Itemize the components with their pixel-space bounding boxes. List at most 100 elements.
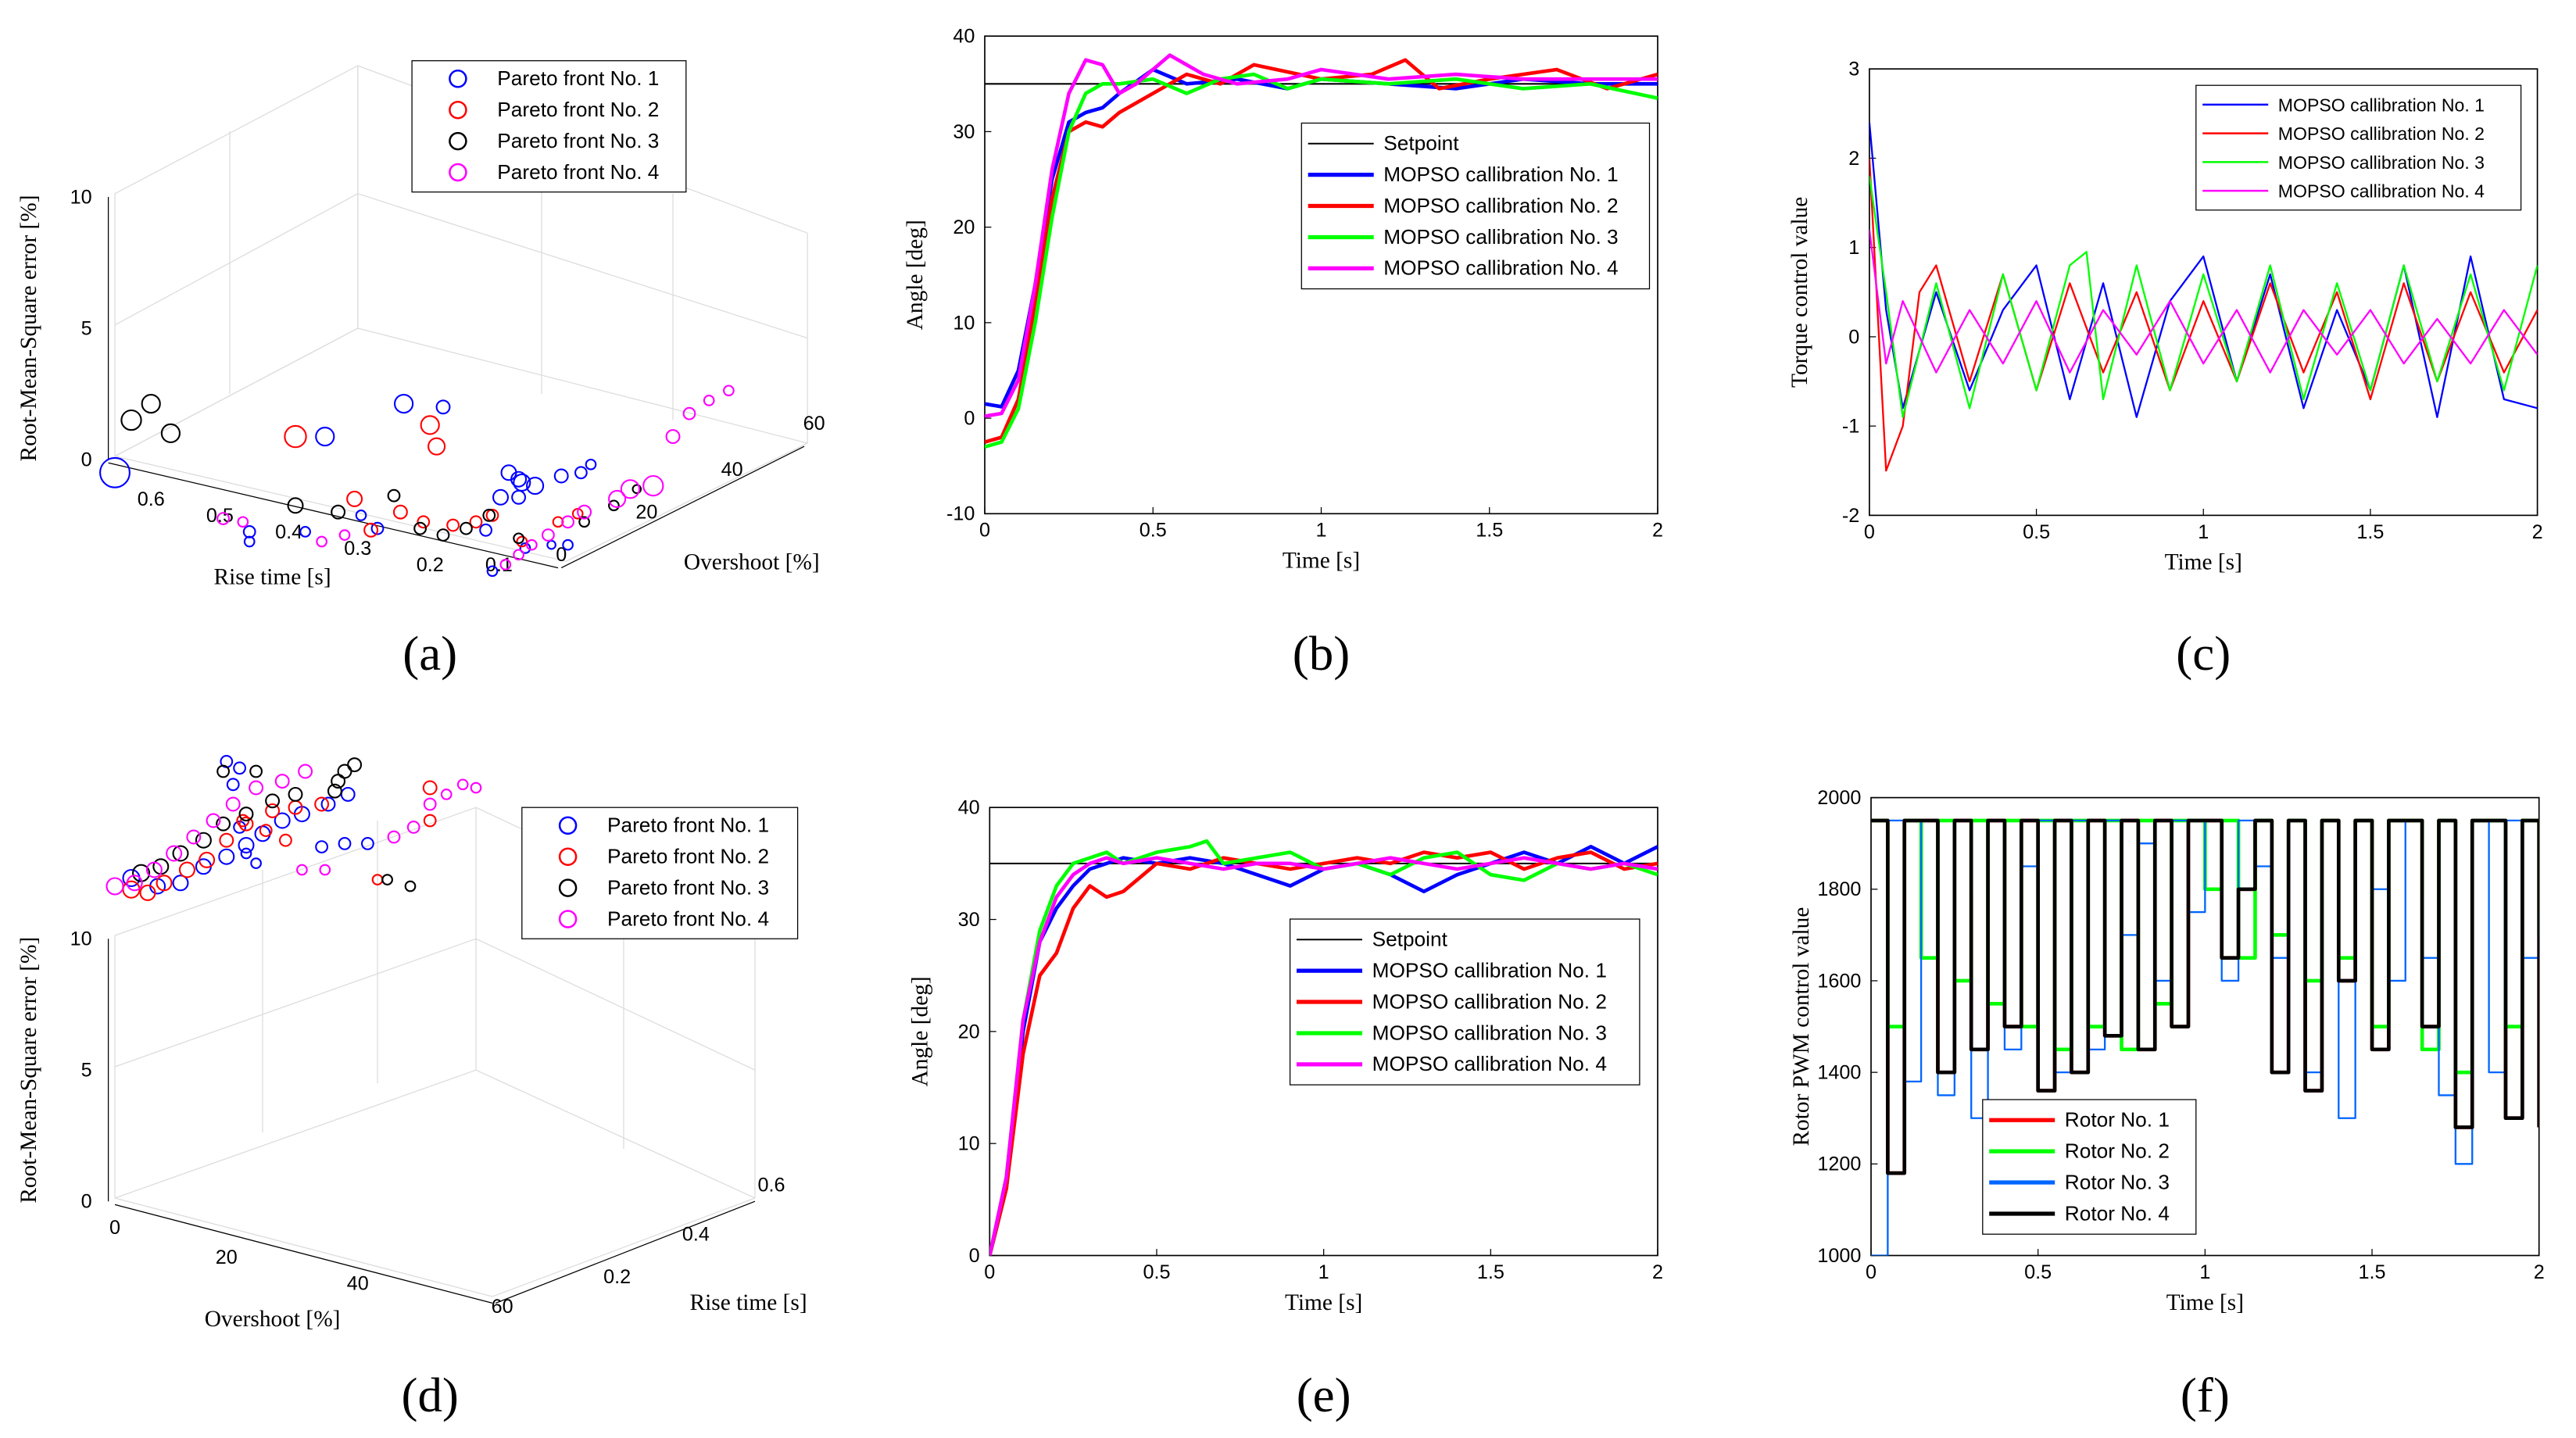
scatter-point	[274, 812, 291, 829]
grid-line	[475, 1069, 756, 1199]
scatter-point	[265, 803, 281, 818]
grid-line	[475, 938, 756, 1071]
scatter-point	[360, 836, 374, 850]
x-tick-label: 0	[1866, 1261, 1877, 1283]
scatter-point	[682, 406, 696, 420]
scatter-point	[139, 884, 156, 901]
x-tick-label: 40	[347, 1273, 369, 1295]
y-tick-label: 40	[958, 797, 980, 819]
x-tick-label: 2	[2532, 521, 2543, 543]
scatter-point	[166, 845, 183, 862]
x-tick-label: 0.5	[2024, 1261, 2052, 1283]
scatter-point	[608, 489, 627, 508]
scatter-point	[406, 820, 420, 834]
scatter-point	[172, 875, 189, 892]
scatter-point	[249, 764, 263, 778]
y-tick-label: -2	[1842, 505, 1859, 527]
scatter-point	[219, 832, 234, 848]
grid-line	[114, 193, 359, 326]
scatter-point	[456, 778, 469, 791]
x-tick-label: 0.4	[275, 521, 302, 543]
scatter-point	[250, 857, 262, 869]
scatter-point	[516, 535, 528, 548]
legend-box	[411, 60, 687, 193]
legend-entry: Rotor No. 1	[2065, 1108, 2170, 1132]
x-tick-label: 1	[2198, 521, 2209, 543]
y-tick-label: 0	[969, 1245, 980, 1267]
scatter-point	[511, 489, 527, 505]
y-tick-label: 20	[635, 502, 657, 524]
series-line-3	[1869, 176, 2538, 418]
scatter-point	[608, 499, 620, 512]
y-tick-label: 1600	[1817, 970, 1861, 992]
x-tick-label: 1.5	[2359, 1261, 2386, 1283]
legend-entry: MOPSO callibration No. 2	[1372, 989, 1607, 1013]
legend-marker	[558, 878, 578, 897]
caption: (d)	[401, 1368, 458, 1422]
y-tick-label: 60	[803, 413, 825, 435]
legend-entry: Pareto front No. 1	[497, 66, 659, 90]
legend-entry: MOPSO callibration No. 4	[1372, 1052, 1607, 1075]
scatter-point	[470, 782, 482, 794]
z-axis-label: Root-Mean-Square error [%]	[16, 937, 41, 1204]
y-axis-label: Rotor PWM control value	[1789, 907, 1814, 1146]
scatter-point	[387, 488, 401, 503]
legend-entry: Rotor No. 2	[2065, 1139, 2170, 1163]
scatter-point	[562, 538, 574, 551]
plot-area	[984, 53, 1658, 449]
scatter-point	[145, 861, 163, 878]
scatter-point	[172, 845, 189, 862]
scatter-point	[482, 508, 496, 522]
legend-entry: Pareto front No. 2	[607, 845, 769, 868]
scatter-point	[347, 757, 363, 773]
legend-marker	[558, 816, 578, 835]
scatter-point	[216, 512, 230, 525]
scatter-point	[381, 874, 393, 885]
y-axis-label: Angle [deg]	[903, 220, 928, 330]
scatter-point	[233, 761, 246, 775]
grid-line	[357, 193, 808, 339]
y-tick-label: 1	[1848, 237, 1859, 259]
scatter-point	[216, 816, 231, 832]
y-axis-label: Angle [deg]	[908, 976, 933, 1086]
y-tick-label: 1400	[1817, 1062, 1861, 1084]
grid-line	[114, 327, 359, 457]
scatter-point	[413, 521, 427, 535]
scatter-point	[240, 847, 252, 860]
scatter-point	[120, 409, 142, 431]
legend: MOPSO callibration No. 1 MOPSO callibrati…	[2195, 84, 2522, 211]
scatter-point	[469, 515, 483, 529]
x-tick-label: 0	[984, 1261, 995, 1283]
scatter-point	[387, 830, 401, 844]
grid-line	[492, 1197, 756, 1297]
y-tick-label: 20	[953, 216, 975, 238]
scatter-point	[298, 764, 313, 779]
legend-entry: Pareto front No. 4	[607, 907, 769, 930]
x-tick-label: 1	[2199, 1261, 2210, 1283]
legend-marker	[449, 100, 467, 120]
scatter-point	[620, 479, 640, 499]
y-axis	[560, 445, 805, 569]
scatter-point	[404, 880, 417, 892]
scatter-point	[355, 510, 367, 521]
scatter-point	[446, 518, 460, 532]
scatter-point	[126, 875, 143, 892]
z-tick-label: 0	[81, 1191, 92, 1213]
legend-box	[521, 807, 799, 939]
scatter-point	[237, 516, 249, 528]
legend-marker	[449, 70, 467, 88]
series-line-4	[1869, 229, 2538, 374]
legend-entry: MOPSO callibration No. 4	[1383, 256, 1618, 280]
grid-line	[114, 1069, 477, 1199]
chart-f: 0 0.5 1 1.5 2 1000 1200 1400 1600 1800 2000 Time [s…	[1789, 787, 2545, 1422]
scatter-point	[561, 515, 574, 529]
scatter-point	[526, 538, 538, 551]
y-tick-label: 20	[958, 1021, 980, 1043]
scatter-point	[316, 535, 327, 548]
scatter-point	[492, 488, 509, 506]
scatter-point	[499, 559, 512, 571]
legend: Setpoint MOPSO callibration No. 1 MOPSO ca…	[1289, 918, 1640, 1086]
z-tick-label: 10	[70, 928, 92, 950]
legend-entry: MOPSO callibration No. 4	[2278, 181, 2485, 202]
